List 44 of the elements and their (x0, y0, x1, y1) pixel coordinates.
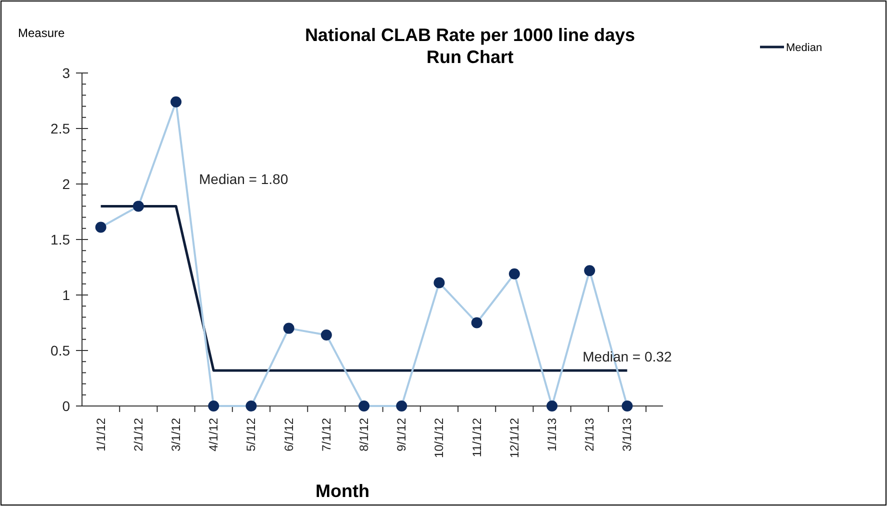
x-tick-label: 2/1/12 (131, 418, 146, 452)
x-tick-label: 7/1/12 (319, 418, 334, 452)
x-axis-title: Month (316, 481, 370, 501)
annotation: Median = 1.80 (199, 171, 288, 188)
x-tick-label: 3/1/13 (620, 418, 634, 452)
chart-title: National CLAB Rate per 1000 line days (304, 25, 636, 45)
x-tick-label: 2/1/13 (582, 418, 597, 452)
y-axis-title: Measure (18, 26, 66, 40)
x-tick-label: 8/1/12 (357, 418, 371, 452)
point (434, 277, 445, 288)
point (208, 400, 220, 412)
point (95, 222, 106, 233)
chart-subtitle: Run Chart (426, 47, 514, 67)
point (471, 317, 482, 328)
point (508, 268, 520, 280)
point (396, 400, 408, 412)
x-tick-label: 6/1/12 (282, 418, 296, 452)
point (622, 400, 633, 412)
x-tick-label: 1/1/12 (94, 418, 108, 452)
annotation: Median = 0.32 (582, 348, 672, 364)
x-tick-label: 12/1/12 (507, 418, 522, 458)
x-tick-label: 1/1/13 (545, 418, 559, 452)
x-tick-label: 3/1/12 (169, 418, 183, 452)
y-tick-label: 3 (62, 65, 70, 81)
point (246, 400, 257, 412)
y-tick-label: 2 (62, 176, 70, 192)
y-tick-label: 0 (62, 398, 70, 414)
x-tick-label: 9/1/12 (394, 418, 409, 452)
point (320, 329, 332, 340)
y-tick-label: 1.5 (50, 232, 70, 248)
point (132, 200, 144, 212)
legend-label: Median (786, 42, 822, 54)
y-tick-label: 0.5 (50, 342, 70, 358)
x-tick-label: 4/1/12 (206, 418, 221, 452)
y-tick-label: 1 (62, 287, 70, 303)
point (170, 96, 182, 108)
y-tick-label: 2.5 (50, 120, 70, 136)
point (584, 265, 596, 276)
point (283, 322, 294, 334)
point (358, 400, 370, 412)
x-tick-label: 10/1/12 (432, 418, 446, 458)
x-tick-label: 5/1/12 (244, 418, 258, 452)
point (546, 400, 558, 412)
x-tick-label: 11/1/12 (470, 418, 484, 458)
